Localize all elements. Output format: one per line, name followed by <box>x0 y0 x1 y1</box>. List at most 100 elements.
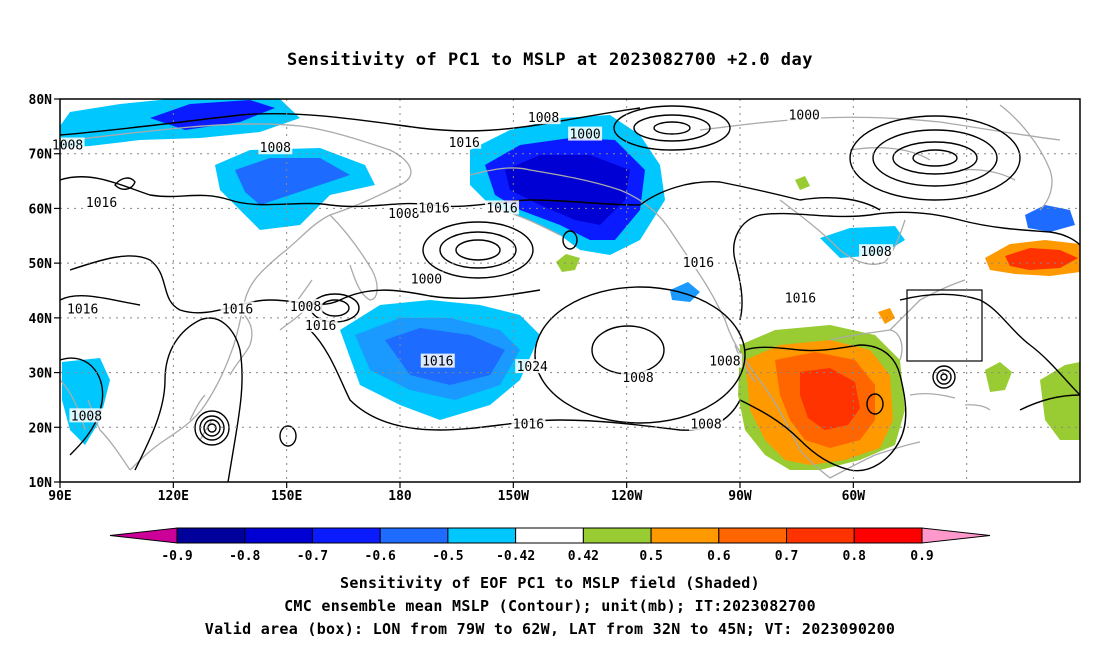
contour-label: 1016 <box>486 201 517 216</box>
caption-line-1: Sensitivity of EOF PC1 to MSLP field (Sh… <box>340 574 760 592</box>
shade-azores-green <box>985 362 1012 392</box>
colorbar-label: 0.7 <box>775 549 798 564</box>
colorbar-segment <box>311 527 381 544</box>
colorbar-label: -0.42 <box>496 549 535 564</box>
contour-label-bg <box>50 137 85 152</box>
lat-tick-label: 50N <box>29 257 53 272</box>
colorbar-label: 0.6 <box>707 549 731 564</box>
shade-bering-blue-core <box>505 155 630 225</box>
shade-labrador-blue <box>1025 205 1075 232</box>
contour-label-bg <box>681 255 716 270</box>
contour-label-bg <box>417 200 451 215</box>
contour-label: 1008 <box>709 355 740 370</box>
lat-tick-label: 70N <box>29 148 53 163</box>
shade-atlantic-green <box>1040 362 1080 440</box>
colorbar-segment <box>176 527 246 544</box>
lon-tick-label: 180 <box>388 489 412 504</box>
contour-label-bg <box>621 370 655 385</box>
colorbar-segment <box>786 527 855 544</box>
contour-label: 1016 <box>86 196 117 211</box>
contour-label: 1000 <box>411 273 442 288</box>
lon-tick-label: 60W <box>842 489 866 504</box>
contour-label-bg <box>409 271 444 286</box>
contour-label: 1008 <box>52 139 83 154</box>
contour-label: 1016 <box>305 319 336 334</box>
lon-tick-label: 120E <box>158 489 189 504</box>
shade-indian-blue <box>62 358 110 445</box>
gridlines <box>60 99 1080 482</box>
contour-label: 1016 <box>683 256 714 271</box>
lat-tick-label: 40N <box>29 312 53 327</box>
colorbar-segment <box>582 527 652 544</box>
contour-label: 1008 <box>71 409 102 424</box>
colorbar-segment <box>853 527 923 544</box>
valid-area-box <box>906 289 983 362</box>
contour-label: 1016 <box>418 201 449 216</box>
contour-label-bg <box>420 353 455 368</box>
shaded-sensitivity-field <box>60 99 1080 470</box>
contour-label: 1008 <box>690 418 721 433</box>
contour-label-bg <box>69 408 104 423</box>
contour-label: 1016 <box>513 418 544 433</box>
colorbar-label: -0.6 <box>365 549 396 564</box>
map-frame <box>59 98 1081 483</box>
contour-label: 1008 <box>388 207 419 222</box>
colorbar-segment <box>244 527 313 544</box>
shade-alaska-green <box>556 254 580 272</box>
colorbar-label: 0.42 <box>568 549 599 564</box>
lat-tick-label: 80N <box>29 93 53 108</box>
contour-label: 1008 <box>622 371 653 386</box>
contour-label-bg <box>689 416 723 431</box>
colorbar-segment <box>379 527 449 544</box>
shade-atlantic-red-core <box>1005 248 1078 270</box>
lon-tick-label: 150E <box>271 489 302 504</box>
coastlines <box>60 104 1061 479</box>
contour-label-bg <box>511 416 546 431</box>
colorbar-label: 0.8 <box>843 549 867 564</box>
contour-label: 1008 <box>860 245 891 260</box>
shade-siberia-blue-core <box>235 158 350 205</box>
colorbar-segment <box>650 527 720 544</box>
colorbar-label: -0.7 <box>297 549 328 564</box>
contour-label: 1016 <box>422 355 453 370</box>
lat-tick-label: 30N <box>29 367 53 382</box>
contour-label: 1024 <box>517 360 548 375</box>
contour-label-bg <box>515 359 550 374</box>
contour-label-bg <box>258 140 293 155</box>
colorbar-segment <box>447 527 517 544</box>
lon-tick-label: 150W <box>498 489 529 504</box>
contour-label: 1016 <box>222 303 253 318</box>
colorbar-label: -0.9 <box>161 549 192 564</box>
contour-label-bg <box>84 194 119 209</box>
mslp-contours <box>60 105 1080 482</box>
contour-label-bg <box>303 318 338 333</box>
contour-label-bg <box>386 205 421 220</box>
lat-tick-label: 60N <box>29 202 53 217</box>
shade-mexico-red <box>800 368 860 430</box>
contour-label: 1000 <box>789 108 820 123</box>
contour-label-bg <box>568 126 603 141</box>
colorbar-label: -0.5 <box>432 549 463 564</box>
contour-label-bg <box>485 200 519 215</box>
map-title: Sensitivity of PC1 to MSLP at 2023082700… <box>286 50 813 70</box>
lon-tick-label: 90E <box>48 489 71 504</box>
shade-canada-green <box>795 176 810 190</box>
contour-label-bg <box>787 107 822 122</box>
contour-label: 1000 <box>569 128 600 143</box>
colorbar: -0.9 -0.8 -0.7 -0.6 -0.5 -0.42 0.42 0.5 0.6 0.7 0.… <box>109 527 991 564</box>
lat-tick-label: 20N <box>29 421 53 436</box>
contour-label: 1016 <box>449 136 480 151</box>
lat-tick-label: 10N <box>29 476 53 491</box>
contour-label-bg <box>783 290 818 305</box>
colorbar-label: 0.9 <box>910 549 933 564</box>
colorbar-label: -0.8 <box>229 549 260 564</box>
contour-label-bg <box>220 301 255 316</box>
lon-tick-label: 90W <box>728 489 752 504</box>
colorbar-segment <box>718 527 788 544</box>
colorbar-max-arrow <box>921 527 991 544</box>
contour-label-bg <box>526 110 561 125</box>
contour-label: 1016 <box>67 303 98 318</box>
colorbar-min-arrow <box>109 527 178 544</box>
